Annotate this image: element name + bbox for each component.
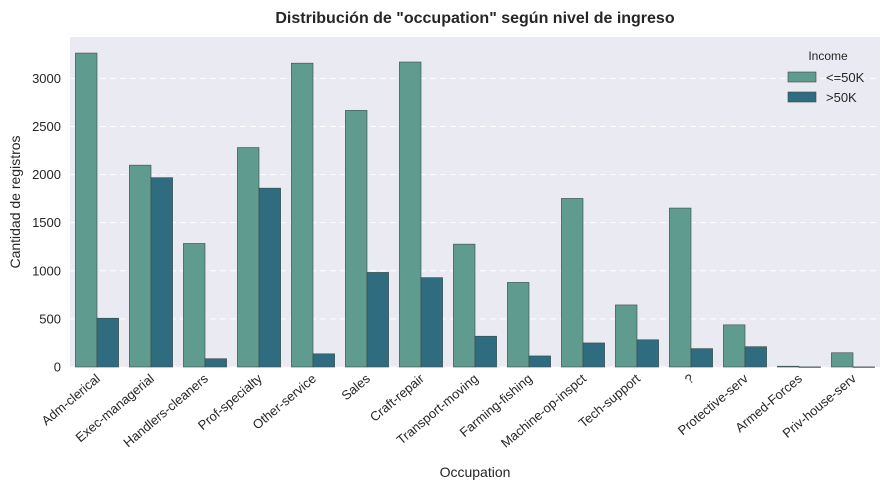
y-tick-label: 3000 bbox=[32, 71, 61, 86]
y-axis-label: Cantidad de registros bbox=[7, 135, 23, 268]
legend-swatch bbox=[787, 71, 817, 83]
bar-gt50k bbox=[312, 353, 335, 368]
legend-label: <=50K bbox=[826, 70, 865, 85]
y-tick-label: 2500 bbox=[32, 119, 61, 134]
bar-le50k bbox=[669, 207, 692, 368]
bar-le50k bbox=[453, 243, 476, 368]
bar-le50k bbox=[831, 352, 854, 368]
bar-le50k bbox=[615, 304, 638, 368]
bar-le50k bbox=[345, 110, 368, 368]
bar-gt50k bbox=[798, 366, 821, 368]
y-tick-label: 1500 bbox=[32, 215, 61, 230]
bar-gt50k bbox=[690, 348, 713, 368]
y-tick-label: 0 bbox=[54, 360, 61, 375]
bar-gt50k bbox=[258, 187, 281, 368]
bar-gt50k bbox=[528, 355, 551, 368]
y-tick-label: 1000 bbox=[32, 263, 61, 278]
x-tick-label: Sales bbox=[338, 370, 373, 403]
x-axis-label: Occupation bbox=[440, 464, 511, 480]
bar-le50k bbox=[777, 365, 800, 368]
chart-title: Distribución de "occupation" según nivel… bbox=[275, 10, 674, 27]
bar-gt50k bbox=[474, 335, 497, 368]
bar-gt50k bbox=[744, 346, 767, 368]
bar-le50k bbox=[399, 61, 422, 368]
bar-gt50k bbox=[150, 177, 173, 368]
bar-le50k bbox=[183, 243, 206, 368]
y-tick-label: 500 bbox=[39, 311, 61, 326]
bar-le50k bbox=[723, 324, 746, 368]
legend-label: >50K bbox=[826, 90, 857, 105]
bar-gt50k bbox=[852, 366, 875, 368]
bar-gt50k bbox=[420, 277, 443, 368]
bar-gt50k bbox=[582, 342, 605, 368]
bar-le50k bbox=[75, 52, 98, 368]
y-tick-label: 2000 bbox=[32, 167, 61, 182]
bar-gt50k bbox=[96, 317, 119, 368]
bar-gt50k bbox=[204, 358, 227, 368]
bar-le50k bbox=[129, 164, 152, 368]
x-tick-label: ? bbox=[682, 371, 697, 387]
bar-le50k bbox=[561, 198, 584, 368]
bar-gt50k bbox=[636, 339, 659, 368]
bar-le50k bbox=[507, 282, 530, 368]
legend: Income <=50K >50K bbox=[787, 49, 865, 105]
legend-title: Income bbox=[808, 49, 848, 63]
bar-le50k bbox=[237, 147, 260, 368]
legend-swatch bbox=[787, 91, 817, 103]
bar-le50k bbox=[291, 62, 314, 368]
bar-gt50k bbox=[366, 272, 389, 368]
